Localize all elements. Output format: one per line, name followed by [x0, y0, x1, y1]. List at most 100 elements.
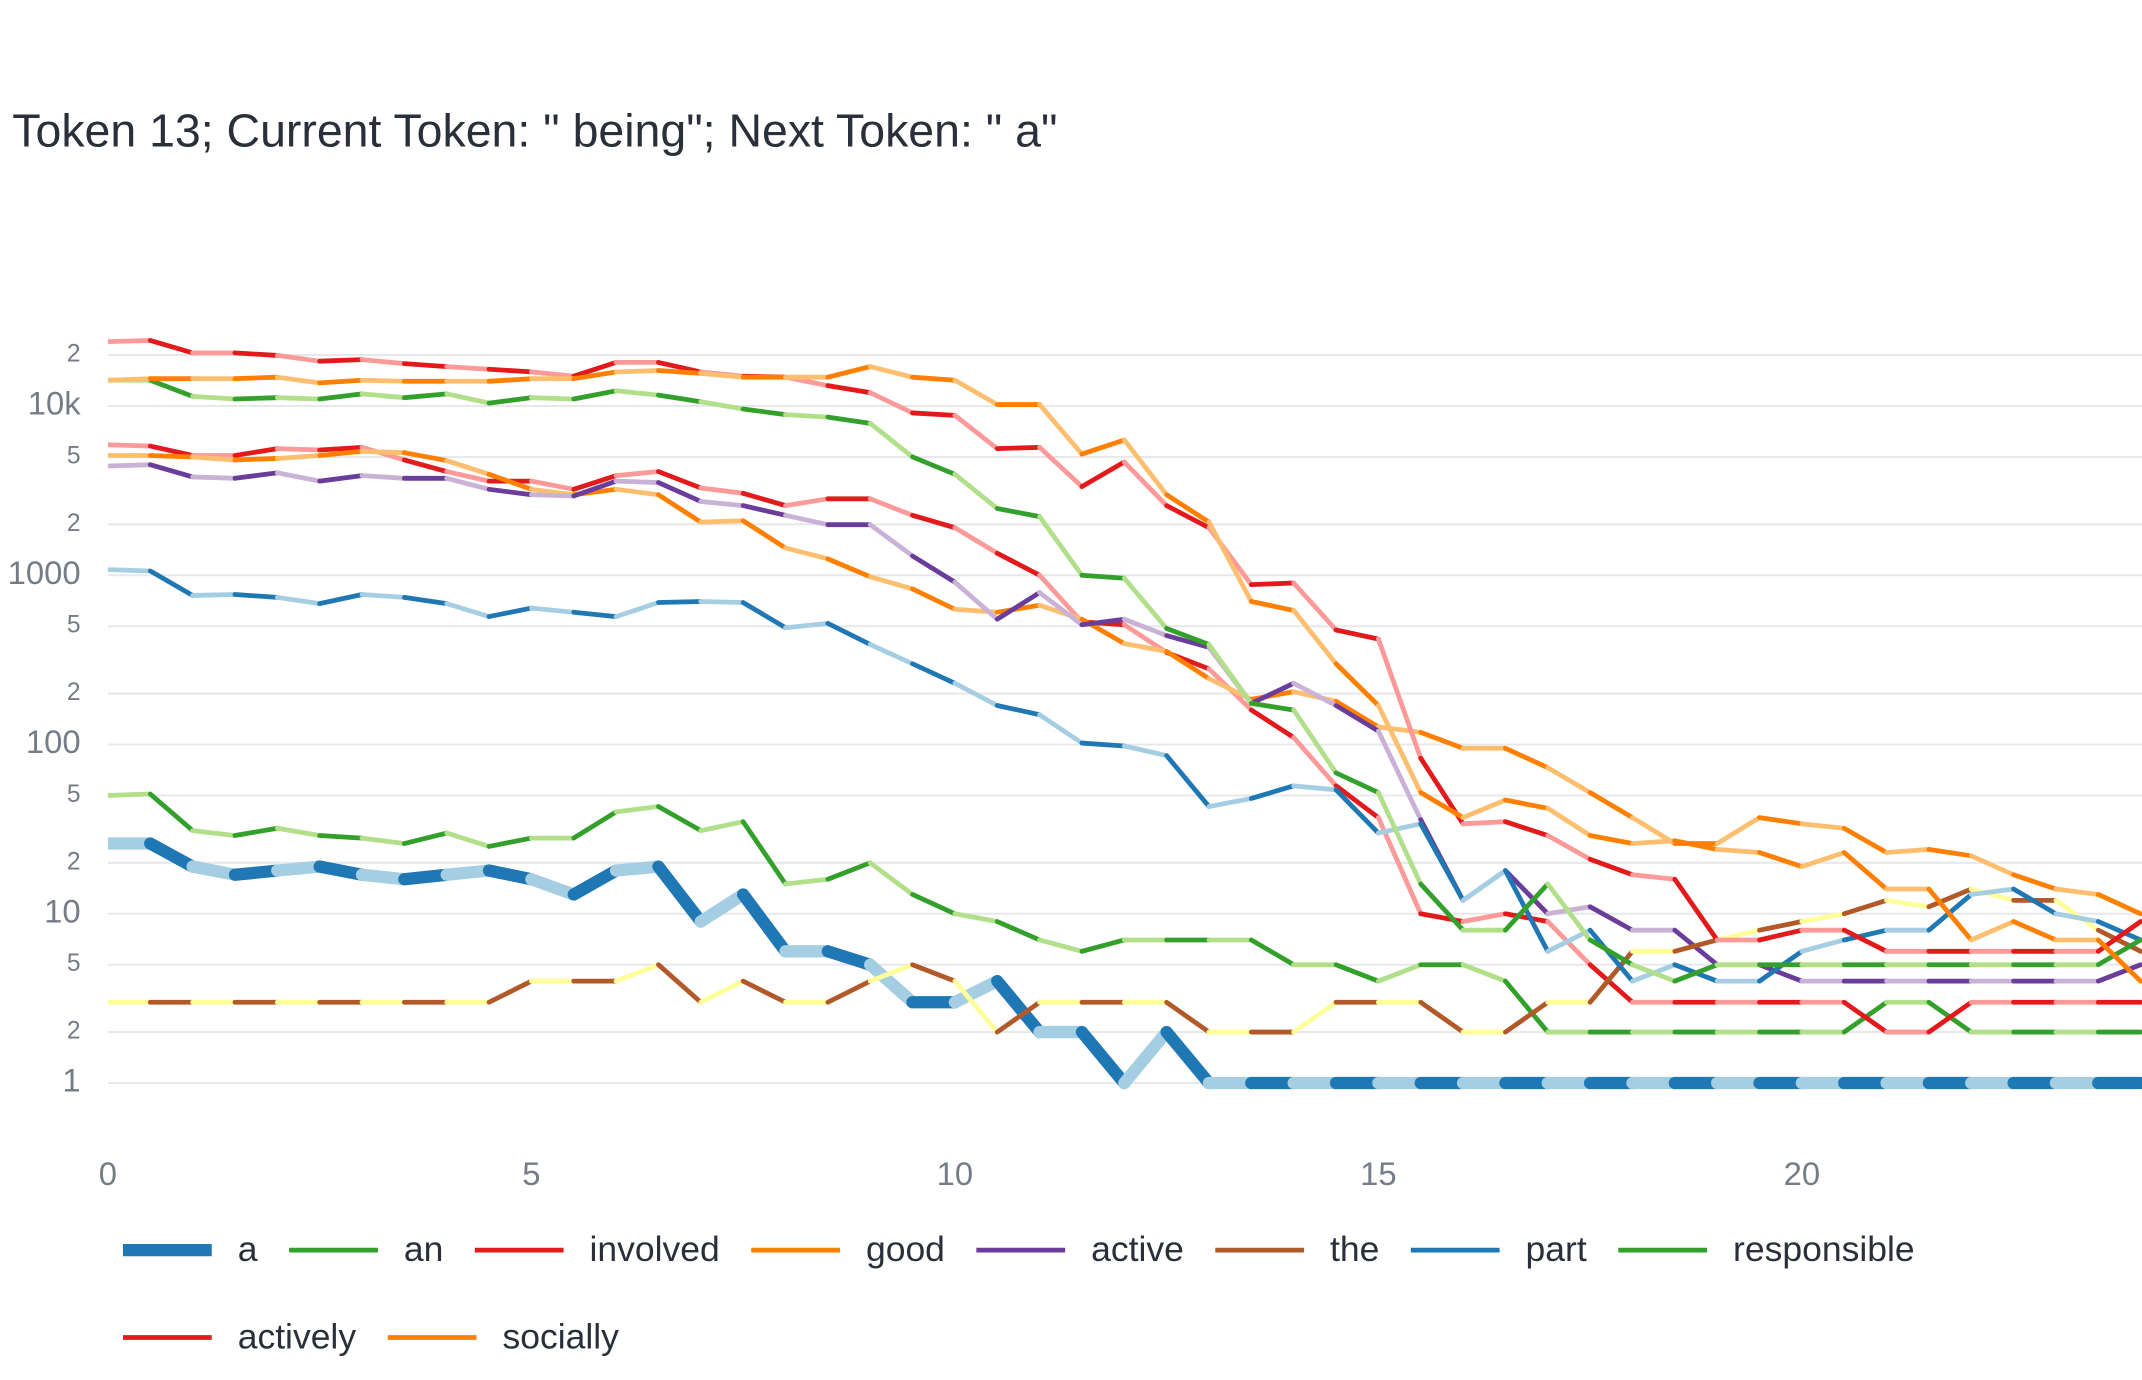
line-segment: [952, 377, 1000, 407]
plot-area: [107, 338, 2142, 1090]
line-segment: [994, 703, 1042, 718]
line-segment: [825, 860, 873, 882]
line-segment: [359, 473, 407, 481]
line-segment: [821, 945, 877, 971]
line-segment: [317, 391, 365, 402]
line-segment: [1672, 937, 1720, 954]
line-segment: [317, 592, 365, 607]
line-segment: [186, 860, 242, 881]
x-tick-label: 20: [1784, 1155, 1820, 1192]
line-segment: [401, 830, 450, 846]
line-segment: [1884, 897, 1932, 910]
line-segment: [1079, 572, 1127, 581]
line-segment: [274, 353, 323, 364]
line-segment: [1375, 790, 1424, 887]
line-segment: [609, 860, 665, 877]
line-segment: [867, 420, 915, 460]
line-segment: [1757, 962, 1805, 984]
line-segment: [740, 518, 788, 551]
legend-item: an: [289, 1229, 443, 1269]
line-segment: [1291, 783, 1339, 793]
line-segment: [2095, 892, 2142, 917]
line-segment: [656, 492, 704, 525]
line-segment: [401, 391, 450, 401]
line-segment: [355, 868, 411, 886]
series: [107, 567, 2142, 984]
line-segment: [952, 978, 1000, 1035]
line-segment: [444, 475, 492, 492]
line-segment: [271, 860, 326, 877]
line-segment: [613, 478, 661, 485]
y-tick-label: 5: [67, 612, 81, 639]
line-segment: [613, 368, 661, 375]
line-segment: [1037, 590, 1085, 628]
line-segment: [486, 486, 534, 498]
line-segment: [274, 470, 323, 484]
legend-item: responsible: [1618, 1229, 1915, 1269]
line-segment: [1079, 740, 1127, 749]
line-segment: [1757, 815, 1805, 827]
line-segment: [486, 471, 534, 492]
line-segment: [910, 553, 958, 585]
line-segment: [825, 364, 873, 380]
line-segment: [571, 609, 619, 619]
line-segment: [825, 414, 873, 426]
line-segment: [694, 888, 750, 928]
line-segment: [867, 496, 915, 518]
line-segment: [1587, 927, 1635, 984]
line-segment: [232, 446, 280, 458]
y-tick-label: 2: [67, 341, 81, 368]
line-segment: [359, 357, 407, 367]
line-segment: [1375, 821, 1424, 836]
line-segment: [232, 456, 280, 463]
y-tick-label: 5: [67, 781, 81, 808]
line-segment: [1545, 833, 1593, 862]
line-segment: [1460, 797, 1508, 820]
line-segment: [107, 376, 153, 383]
line-segment: [783, 496, 831, 508]
y-tick-label: 1: [62, 1062, 80, 1099]
line-segment: [444, 601, 492, 619]
line-segment: [1248, 783, 1297, 801]
line-segment: [317, 448, 365, 458]
line-segment: [1164, 492, 1212, 525]
line-segment: [274, 395, 323, 402]
line-segment: [571, 388, 619, 402]
x-tick-label: 5: [522, 1155, 540, 1192]
line-segment: [529, 369, 577, 379]
line-segment: [1503, 868, 1551, 917]
line-segment: [1630, 962, 1678, 984]
line-segment: [2095, 927, 2142, 954]
y-tick-label: 2: [67, 1018, 81, 1045]
line-segment: [1672, 838, 1720, 852]
line-segment: [274, 825, 323, 838]
series: [107, 364, 2142, 984]
line-segment: [656, 480, 704, 504]
line-segment: [1333, 698, 1381, 730]
line-segment: [1375, 728, 1424, 823]
line-segment: [1248, 707, 1297, 740]
line-segment: [1248, 700, 1297, 713]
line-segment: [1121, 575, 1170, 631]
line-segment: [147, 453, 196, 460]
legend-item: good: [751, 1229, 945, 1269]
line-segment: [1757, 919, 1805, 933]
line-segment: [190, 592, 238, 598]
y-tick-label: 10k: [28, 385, 81, 422]
line-segment: [444, 391, 492, 406]
line-segment: [147, 568, 196, 598]
line-segment: [1121, 743, 1170, 758]
line-segment: [190, 454, 238, 463]
line-segment: [1841, 850, 1889, 892]
line-segment: [1291, 999, 1339, 1035]
line-segment: [1841, 825, 1889, 855]
line-segment: [1503, 978, 1551, 1035]
line-segment: [401, 457, 450, 474]
line-segment: [571, 809, 619, 841]
line-segment: [1714, 815, 1762, 846]
line-segment: [1757, 850, 1805, 869]
legend-item: active: [976, 1229, 1184, 1269]
line-segment: [613, 388, 661, 398]
line-segment: [107, 442, 153, 449]
line-segment: [401, 595, 450, 607]
